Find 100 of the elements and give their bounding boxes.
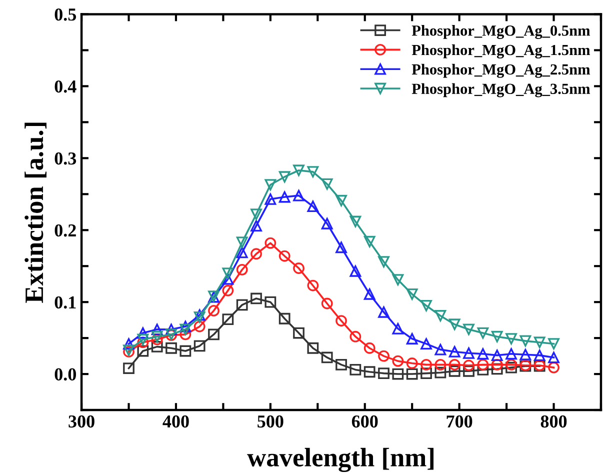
point: [378, 306, 390, 318]
point: [350, 364, 362, 376]
point: [307, 342, 319, 354]
x-tick-label: 800: [540, 415, 567, 428]
point: [463, 324, 474, 336]
point: [236, 246, 248, 258]
point: [491, 350, 503, 362]
point: [222, 273, 234, 285]
point: [293, 262, 304, 274]
point: [548, 338, 560, 350]
point: [321, 298, 333, 310]
point: [463, 347, 474, 359]
x-tick-label: 600: [352, 415, 378, 428]
point: [123, 362, 134, 374]
point: [506, 348, 517, 360]
point: [137, 327, 149, 339]
point: [378, 350, 390, 362]
point: [166, 324, 177, 336]
point: [250, 220, 262, 232]
x-tick-label: 300: [68, 415, 94, 428]
point: [364, 236, 376, 248]
point: [491, 363, 503, 375]
point: [278, 250, 290, 262]
point: [434, 366, 446, 378]
legend-label: Phosphor_MgO_Ag_0.5nm: [412, 25, 590, 39]
point: [321, 218, 333, 230]
point: [307, 280, 319, 292]
point: [236, 236, 248, 248]
point: [236, 264, 248, 276]
point: [151, 324, 163, 336]
point: [364, 366, 376, 378]
point: [448, 346, 460, 358]
point: [137, 336, 149, 348]
point: [448, 365, 460, 377]
point: [491, 330, 503, 342]
point: [491, 358, 503, 370]
point: [278, 191, 290, 203]
point: [420, 358, 432, 370]
legend-label: Phosphor_MgO_Ag_2.5nm: [412, 64, 590, 78]
point: [321, 352, 333, 364]
point: [477, 358, 489, 370]
point: [278, 312, 290, 324]
point: [151, 330, 163, 342]
point: [151, 340, 163, 352]
point: [236, 299, 248, 311]
point: [392, 368, 404, 380]
point: [307, 200, 319, 212]
point: [336, 194, 347, 206]
point: [364, 288, 376, 300]
x-tick-label: 700: [446, 415, 472, 428]
text: 0.0: [54, 368, 76, 381]
point: [506, 358, 517, 370]
point: [137, 334, 149, 346]
point: [520, 348, 532, 360]
point: [151, 334, 163, 346]
point: [278, 171, 290, 183]
point: [477, 348, 489, 360]
point: [336, 315, 347, 326]
legend-label: Phosphor_MgO_Ag_3.5nm: [412, 83, 590, 98]
point: [222, 314, 234, 326]
point: [137, 345, 149, 357]
point: [250, 248, 262, 260]
point: [264, 296, 276, 308]
point: [406, 333, 418, 344]
point: [477, 327, 489, 339]
point: [434, 310, 446, 322]
point: [506, 333, 517, 344]
point: [222, 268, 234, 279]
point: [448, 318, 460, 330]
point: [420, 368, 432, 380]
point: [448, 358, 460, 370]
point: [180, 320, 192, 332]
y-tick-label: 0.5: [54, 8, 76, 21]
point: [392, 322, 404, 334]
y-tick-label: 0.4: [54, 80, 76, 93]
point: [406, 288, 418, 300]
point: [264, 237, 276, 249]
point: [194, 340, 206, 352]
point: [180, 345, 192, 357]
point: [166, 342, 177, 354]
point: [194, 320, 206, 332]
point: [321, 178, 333, 190]
point: [548, 352, 560, 364]
point: [350, 216, 362, 228]
point: [336, 242, 347, 254]
point: [293, 164, 304, 176]
point: [434, 358, 446, 370]
point: [293, 327, 304, 339]
point: [350, 330, 362, 342]
point: [293, 190, 304, 202]
point: [264, 179, 276, 190]
point: [392, 355, 404, 367]
point: [520, 335, 532, 347]
point: [392, 274, 404, 286]
point: [336, 358, 347, 370]
point: [208, 328, 220, 340]
y-tick-label: 0.1: [54, 296, 76, 309]
legend-label: Phosphor_MgO_Ag_1.5nm: [412, 44, 590, 58]
point: [406, 368, 418, 380]
y-tick-label: 0.3: [54, 152, 76, 165]
